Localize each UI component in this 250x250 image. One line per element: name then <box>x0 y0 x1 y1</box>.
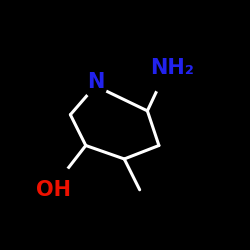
Text: OH: OH <box>36 180 70 200</box>
Text: NH₂: NH₂ <box>150 58 194 78</box>
Text: N: N <box>87 72 104 92</box>
